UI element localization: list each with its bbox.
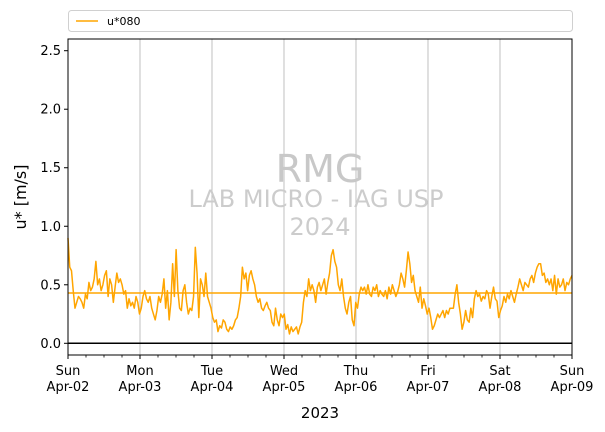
x-tick-date: Apr-07 bbox=[407, 380, 450, 395]
x-tick-date: Apr-06 bbox=[335, 380, 378, 395]
watermark: RMG LAB MICRO - IAG USP 2024 bbox=[188, 147, 443, 241]
watermark-line2: LAB MICRO - IAG USP bbox=[188, 185, 443, 213]
x-tick-date: Apr-02 bbox=[47, 380, 90, 395]
legend-frame bbox=[68, 10, 573, 32]
x-tick-day: Mon bbox=[126, 364, 153, 379]
y-tick-label: 1.0 bbox=[40, 220, 61, 235]
x-tick-date: Apr-09 bbox=[551, 380, 594, 395]
x-tick-date: Apr-03 bbox=[119, 380, 162, 395]
plot-area bbox=[68, 39, 572, 355]
y-axis-label: u* [m/s] bbox=[11, 164, 30, 229]
x-tick-day: Sun bbox=[560, 364, 585, 379]
x-tick-day: Sat bbox=[489, 364, 510, 379]
x-gridlines bbox=[139, 39, 501, 355]
y-tick-label: 0.5 bbox=[40, 278, 61, 293]
watermark-line3: 2024 bbox=[289, 213, 350, 241]
x-tick-day: Sun bbox=[56, 364, 81, 379]
watermark-line1: RMG bbox=[276, 147, 365, 191]
y-tick-label: 1.5 bbox=[40, 161, 61, 176]
y-tick-label: 2.5 bbox=[40, 44, 61, 59]
x-tick-date: Apr-05 bbox=[263, 380, 306, 395]
x-tick-day: Wed bbox=[270, 364, 298, 379]
series-line-u*080 bbox=[67, 237, 573, 335]
x-tick-date: Apr-04 bbox=[191, 380, 234, 395]
x-tick-day: Tue bbox=[200, 364, 223, 379]
legend-label: u*080 bbox=[107, 15, 140, 28]
legend: u*080 bbox=[68, 10, 573, 32]
y-tick-label: 2.0 bbox=[40, 103, 61, 118]
y-axis: 0.0 0.5 1.0 1.5 2.0 2.5 bbox=[40, 44, 68, 352]
x-axis-label: 2023 bbox=[301, 404, 339, 422]
x-tick-day: Thu bbox=[343, 364, 368, 379]
x-tick-day: Fri bbox=[420, 364, 436, 379]
series-group bbox=[67, 237, 573, 335]
x-tick-date: Apr-08 bbox=[479, 380, 522, 395]
x-axis: SunApr-02MonApr-03TueApr-04WedApr-05ThuA… bbox=[47, 355, 594, 395]
y-tick-label: 0.0 bbox=[40, 337, 61, 352]
